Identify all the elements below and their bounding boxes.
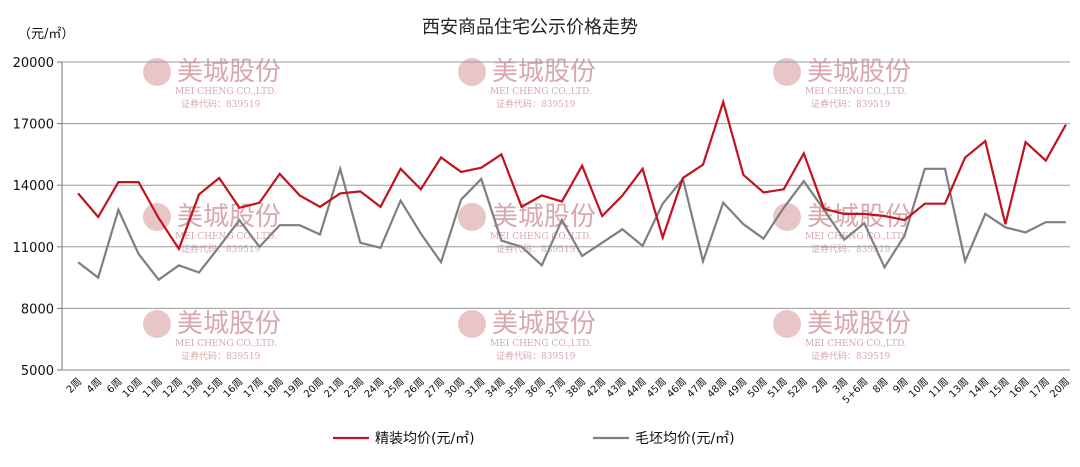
watermark-english: MEI CHENG CO.,LTD. xyxy=(175,339,277,349)
watermark-english: MEI CHENG CO.,LTD. xyxy=(805,339,907,349)
x-tick-label: 31周 xyxy=(463,376,488,401)
x-tick-label: 26周 xyxy=(402,376,427,401)
watermark-english: MEI CHENG CO.,LTD. xyxy=(805,232,907,242)
x-tick-label: 46周 xyxy=(664,376,689,401)
watermark-name: 美城股份 xyxy=(492,202,596,232)
x-tick-label: 37周 xyxy=(543,376,568,401)
watermark-code: 证券代码：839519 xyxy=(181,98,261,110)
x-tick-label: 35周 xyxy=(503,376,528,401)
x-tick-label: 18周 xyxy=(261,376,286,401)
x-tick-label: 34周 xyxy=(483,376,508,401)
x-tick-label: 30周 xyxy=(443,376,468,401)
y-axis-unit: （元/㎡） xyxy=(18,27,74,42)
x-tick-label: 17周 xyxy=(241,376,266,401)
watermark-code: 证券代码：839519 xyxy=(811,98,891,110)
x-tick-label: 23周 xyxy=(342,376,367,401)
x-tick-label: 4周 xyxy=(84,376,104,396)
series-line xyxy=(77,164,1066,282)
x-tick-label: 50周 xyxy=(745,376,770,401)
x-tick-label: 47周 xyxy=(685,376,710,401)
x-tick-label: 11周 xyxy=(927,376,952,401)
x-tick-label: 8周 xyxy=(871,376,891,396)
watermark-code: 证券代码：839519 xyxy=(811,243,891,255)
gridlines: 5000 8000 11000 14000 17000 20000 xyxy=(13,56,1070,379)
x-tick-label: 13周 xyxy=(181,376,206,401)
x-tick-label: 10周 xyxy=(906,376,931,401)
x-tick-label: 17周 xyxy=(1027,376,1052,401)
y-tick-label: 17000 xyxy=(13,118,54,133)
x-tick-label: 36周 xyxy=(523,376,548,401)
x-tick-label: 16周 xyxy=(221,376,246,401)
watermark-english: MEI CHENG CO.,LTD. xyxy=(490,87,592,97)
x-tick-label: 38周 xyxy=(564,376,589,401)
legend: 精装均价(元/㎡) 毛坯均价(元/㎡) xyxy=(333,431,735,447)
watermark-code: 证券代码：839519 xyxy=(811,350,891,362)
watermark-code: 证券代码：839519 xyxy=(181,350,261,362)
series-lines xyxy=(77,98,1067,282)
x-tick-label: 27周 xyxy=(423,376,448,401)
watermark-name: 美城股份 xyxy=(177,309,281,339)
x-tick-label: 24周 xyxy=(362,376,387,401)
series-line xyxy=(77,98,1067,252)
x-tick-label: 13周 xyxy=(947,376,972,401)
watermark-code: 证券代码：839519 xyxy=(496,350,576,362)
x-tick-label: 48周 xyxy=(705,376,730,401)
x-tick-label: 10周 xyxy=(120,376,145,401)
x-tick-label: 20周 xyxy=(302,376,327,401)
x-tick-label: 44周 xyxy=(624,376,649,401)
x-tick-label: 25周 xyxy=(382,376,407,401)
x-tick-label: 45周 xyxy=(644,376,669,401)
legend-label: 精装均价(元/㎡) xyxy=(375,431,475,447)
x-tick-label: 20周 xyxy=(1047,376,1072,401)
y-tick-label: 20000 xyxy=(13,56,54,71)
x-tick-label: 51周 xyxy=(765,376,790,401)
x-tick-label: 16周 xyxy=(1007,376,1032,401)
x-tick-label: 15周 xyxy=(201,376,226,401)
x-tick-label: 15周 xyxy=(987,376,1012,401)
watermark-english: MEI CHENG CO.,LTD. xyxy=(490,339,592,349)
x-tick-label: 11周 xyxy=(140,376,165,401)
watermark-name: 美城股份 xyxy=(492,309,596,339)
y-tick-label: 11000 xyxy=(13,241,54,256)
legend-item: 毛坯均价(元/㎡) xyxy=(593,431,735,447)
x-tick-label: 52周 xyxy=(785,376,810,401)
watermark-code: 证券代码：839519 xyxy=(181,243,261,255)
watermark-english: MEI CHENG CO.,LTD. xyxy=(805,87,907,97)
watermark-code: 证券代码：839519 xyxy=(496,98,576,110)
x-tick-label: 42周 xyxy=(584,376,609,401)
watermark-english: MEI CHENG CO.,LTD. xyxy=(490,232,592,242)
watermark-english: MEI CHENG CO.,LTD. xyxy=(175,87,277,97)
watermark-code: 证券代码：839519 xyxy=(496,243,576,255)
y-tick-label: 8000 xyxy=(21,302,54,317)
y-tick-label: 5000 xyxy=(21,364,54,379)
x-tick-label: 49周 xyxy=(725,376,750,401)
x-tick-label: 12周 xyxy=(160,376,185,401)
x-tick-label: 2周 xyxy=(64,376,84,396)
x-tick-label: 19周 xyxy=(281,376,306,401)
legend-label: 毛坯均价(元/㎡) xyxy=(635,431,735,447)
watermark-name: 美城股份 xyxy=(807,309,911,339)
x-tick-label: 43周 xyxy=(604,376,629,401)
y-tick-label: 14000 xyxy=(13,179,54,194)
x-tick-label: 14周 xyxy=(967,376,992,401)
x-tick-label: 21周 xyxy=(322,376,347,401)
legend-item: 精装均价(元/㎡) xyxy=(333,431,475,447)
chart-title: 西安商品住宅公示价格走势 xyxy=(422,17,638,38)
x-tick-label: 2周 xyxy=(810,376,830,396)
watermark-name: 美城股份 xyxy=(177,202,281,232)
